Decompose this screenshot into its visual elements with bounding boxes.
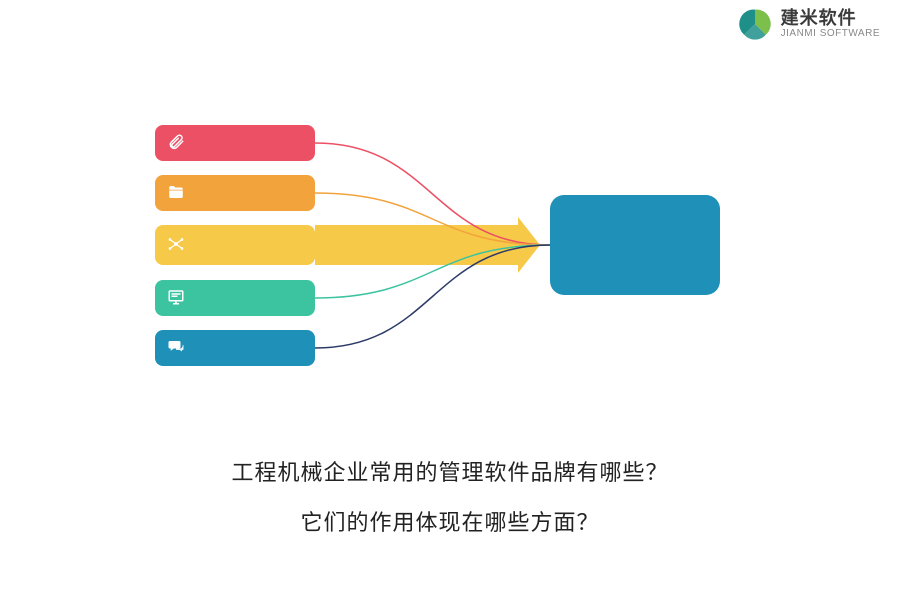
chat-icon (167, 338, 187, 358)
connector-edge (315, 245, 550, 348)
source-node (155, 125, 315, 161)
folder-icon (167, 183, 187, 203)
connector-edge (315, 193, 550, 245)
connector-lines (0, 0, 900, 420)
paperclip-icon (167, 133, 187, 153)
screen-icon (167, 288, 187, 308)
connector-edge (315, 245, 550, 298)
source-node (155, 280, 315, 316)
connector-edge (315, 143, 550, 245)
source-node (155, 330, 315, 366)
caption-line-2: 它们的作用体现在哪些方面？ (0, 505, 900, 537)
caption-line-1: 工程机械企业常用的管理软件品牌有哪些？ (0, 455, 900, 487)
source-node (155, 175, 315, 211)
target-box (550, 195, 720, 295)
arrow-bar (315, 217, 540, 273)
network-icon (167, 235, 187, 255)
flow-diagram (0, 0, 900, 420)
source-node (155, 225, 315, 265)
